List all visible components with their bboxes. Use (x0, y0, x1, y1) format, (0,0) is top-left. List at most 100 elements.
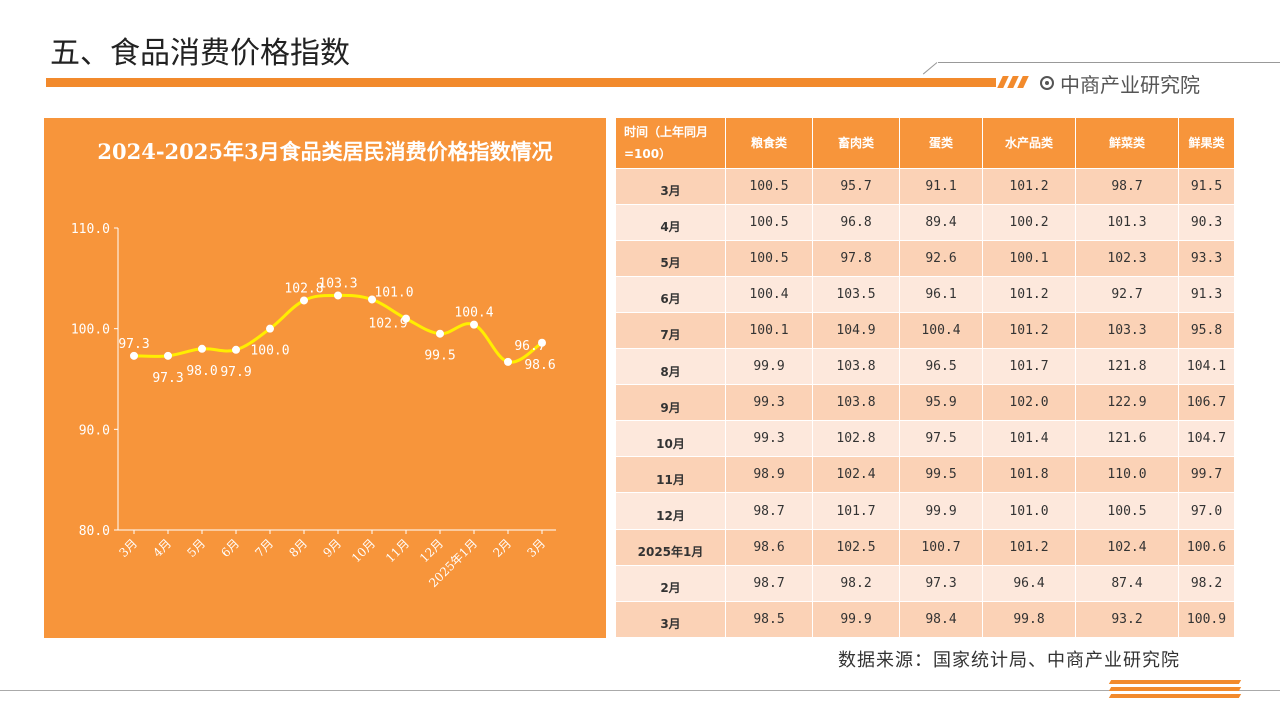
chart-panel: 2024-2025年3月食品类居民消费价格指数情况 80.0 90.0 100.0 1… (44, 118, 606, 638)
data-point (538, 338, 546, 347)
data-label: 102.9 (368, 316, 407, 331)
table-cell: 102.5 (812, 529, 900, 566)
table-row: 11月 98.9 102.4 99.5 101.8 110.0 99.7 (616, 456, 1235, 494)
table-cell: 100.5 (725, 168, 813, 205)
table-row-label: 12月 (616, 492, 726, 530)
table-row-label: 9月 (616, 384, 726, 422)
table-cell: 97.5 (899, 420, 983, 458)
brand-name: 中商产业研究院 (1060, 72, 1200, 97)
x-tick-label: 11月 (383, 536, 412, 565)
page-title: 五、食品消费价格指数 (50, 36, 350, 71)
table-cell: 100.7 (899, 529, 983, 566)
table-row: 8月 99.9 103.8 96.5 101.7 121.8 104.1 (616, 348, 1235, 386)
table-cell: 97.0 (1178, 492, 1235, 530)
table-row-label: 7月 (616, 312, 726, 350)
table-cell: 99.9 (725, 348, 813, 386)
table-cell: 99.8 (982, 601, 1076, 639)
data-point (402, 314, 410, 323)
table-cell: 102.4 (1075, 529, 1179, 566)
data-point (232, 345, 240, 354)
x-tick-label: 12月 (417, 536, 446, 565)
table-cell: 100.6 (1178, 529, 1235, 566)
table-cell: 99.3 (725, 420, 813, 458)
table-cell: 97.8 (812, 240, 900, 277)
table-cell: 98.7 (725, 565, 813, 602)
table-cell: 102.0 (982, 384, 1076, 422)
x-tick-label: 9月 (320, 536, 344, 560)
table-header-cell: 鲜菜类 (1075, 118, 1179, 169)
data-table-container: 时间（上年同月=100） 粮食类 畜肉类 蛋类 水产品类 鲜菜类 鲜果类 3月 1… (616, 118, 1235, 639)
table-cell: 95.8 (1178, 312, 1235, 350)
table-cell: 96.1 (899, 276, 983, 313)
header-decoration-line (938, 62, 1280, 77)
table-cell: 89.4 (899, 204, 983, 241)
table-cell: 110.0 (1075, 456, 1179, 494)
table-cell: 103.5 (812, 276, 900, 313)
data-label: 101.0 (374, 286, 413, 301)
table-cell: 101.4 (982, 420, 1076, 458)
data-point (266, 324, 274, 333)
table-row: 5月 100.5 97.8 92.6 100.1 102.3 93.3 (616, 240, 1235, 277)
x-tick-label: 5月 (184, 536, 208, 560)
data-label: 98.0 (186, 364, 217, 379)
footer-stripes (1108, 680, 1242, 698)
data-label: 97.3 (152, 371, 183, 386)
table-cell: 101.2 (982, 312, 1076, 350)
table-cell: 101.3 (1075, 204, 1179, 241)
table-cell: 98.2 (812, 565, 900, 602)
data-source: 数据来源：国家统计局、中商产业研究院 (838, 650, 1180, 671)
footer-divider (0, 690, 1280, 691)
x-tick-label: 3月 (524, 536, 548, 560)
table-cell: 100.1 (725, 312, 813, 350)
data-point (300, 296, 308, 305)
data-point (368, 295, 376, 304)
table-cell: 100.9 (1178, 601, 1235, 639)
table-cell: 99.3 (725, 384, 813, 422)
table-row: 3月 100.5 95.7 91.1 101.2 98.7 91.5 (616, 168, 1235, 205)
data-label: 97.9 (220, 365, 251, 380)
title-accent-bar (46, 78, 996, 87)
table-cell: 98.7 (725, 492, 813, 530)
table-row: 10月 99.3 102.8 97.5 101.4 121.6 104.7 (616, 420, 1235, 458)
table-row: 7月 100.1 104.9 100.4 101.2 103.3 95.8 (616, 312, 1235, 350)
table-header-cell: 粮食类 (725, 118, 813, 169)
table-header-cell: 畜肉类 (812, 118, 900, 169)
table-cell: 100.5 (725, 204, 813, 241)
table-cell: 91.3 (1178, 276, 1235, 313)
x-tick-label: 4月 (150, 536, 174, 560)
table-cell: 91.5 (1178, 168, 1235, 205)
table-header-cell: 鲜果类 (1178, 118, 1235, 169)
table-cell: 102.4 (812, 456, 900, 494)
table-row: 4月 100.5 96.8 89.4 100.2 101.3 90.3 (616, 204, 1235, 241)
table-row: 12月 98.7 101.7 99.9 101.0 100.5 97.0 (616, 492, 1235, 530)
table-row-label: 2月 (616, 565, 726, 602)
table-cell: 100.1 (982, 240, 1076, 277)
table-cell: 93.2 (1075, 601, 1179, 639)
x-tick-label: 7月 (252, 536, 276, 560)
price-index-table: 时间（上年同月=100） 粮食类 畜肉类 蛋类 水产品类 鲜菜类 鲜果类 3月 1… (616, 118, 1235, 639)
table-cell: 101.2 (982, 168, 1076, 205)
table-row-label: 11月 (616, 456, 726, 494)
table-cell: 101.0 (982, 492, 1076, 530)
x-tick-label: 10月 (349, 536, 378, 565)
table-cell: 96.5 (899, 348, 983, 386)
x-tick-label: 6月 (218, 536, 242, 560)
table-header-cell: 水产品类 (982, 118, 1076, 169)
table-cell: 95.7 (812, 168, 900, 205)
data-point (198, 344, 206, 353)
data-label: 102.8 (284, 281, 323, 296)
table-cell: 103.3 (1075, 312, 1179, 350)
table-header-cell: 时间（上年同月=100） (616, 118, 726, 169)
data-label: 100.0 (250, 344, 289, 359)
table-cell: 97.3 (899, 565, 983, 602)
table-cell: 98.6 (725, 529, 813, 566)
x-tick-label: 2月 (490, 536, 514, 560)
table-cell: 100.2 (982, 204, 1076, 241)
table-cell: 102.3 (1075, 240, 1179, 277)
line-chart: 80.0 90.0 100.0 110.0 3月 4月 5月 6月 7月 8月 9月 10月 11月 12… (71, 222, 556, 590)
table-row: 6月 100.4 103.5 96.1 101.2 92.7 91.3 (616, 276, 1235, 313)
table-cell: 98.9 (725, 456, 813, 494)
table-cell: 100.4 (725, 276, 813, 313)
y-tick-label: 90.0 (79, 423, 110, 438)
table-cell: 98.4 (899, 601, 983, 639)
